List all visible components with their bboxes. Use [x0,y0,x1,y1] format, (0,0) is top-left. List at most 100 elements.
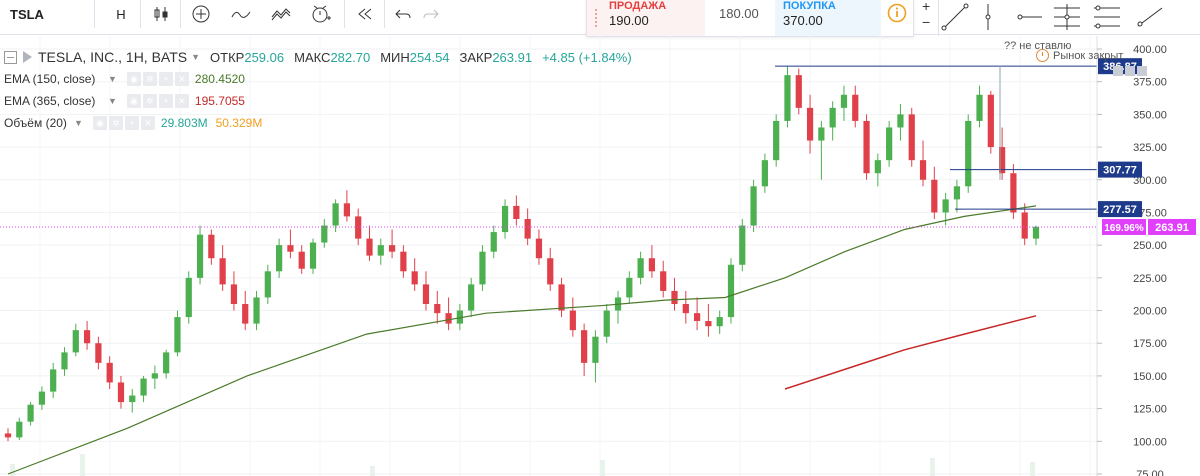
buy-label: ПОКУПКА [783,0,836,12]
templates-icon[interactable] [266,0,296,28]
ema365-legend: EMA (365, close) ▼ ◉ ✲ + ✕ 195.7055 [4,92,245,110]
y-tick-label: 325.00 [1133,142,1167,154]
candle-body [106,362,113,383]
series-title[interactable]: TESLA, INC., 1H, BATS [38,49,188,65]
symbol-search-button[interactable]: TSLA [10,6,44,22]
candle-body [716,317,723,327]
sell-button[interactable]: ПРОДАЖА 190.00 [587,0,705,36]
candle-body [547,258,554,285]
ema365-label[interactable]: EMA (365, close) [4,94,96,108]
candle-body [999,147,1006,174]
add-indicator-icon[interactable] [186,0,216,28]
collapse-legend-icon[interactable] [4,50,17,64]
trend-line-icon[interactable] [941,3,969,31]
chart-legend: TESLA, INC., 1H, BATS ▼ ОТКР 259.06 МАКС… [0,48,760,138]
gear-icon[interactable]: ✲ [142,94,157,108]
candle-body [637,258,644,278]
candles-icon[interactable] [146,0,176,28]
horizontal-line-price-tag [1098,161,1142,178]
candle-body [524,219,531,239]
volume-bar [370,466,375,476]
candle-body [1021,212,1028,239]
candle-body [987,94,994,148]
candle-body [931,179,938,213]
plus-icon[interactable]: + [158,72,173,86]
compare-icon[interactable] [226,0,256,28]
ema150-label[interactable]: EMA (150, close) [4,72,96,86]
zoom-out-icon[interactable]: − [922,14,931,30]
percent-label: 169.96% [1104,223,1144,234]
interval-button[interactable]: H [116,6,126,22]
y-tick-label: 375.00 [1133,77,1167,89]
plus-icon[interactable]: + [124,116,139,130]
open-value: 259.06 [244,49,285,65]
toolbar-divider [140,0,141,28]
candle-body [908,114,915,161]
price-chart[interactable]: 75.00 100.00 125.00 150.00 175.00 200.00 225.0… [0,36,1200,476]
eye-icon[interactable]: ◉ [126,72,141,86]
candle-body [852,94,859,121]
volume-legend: Объём (20) ▼ ◉ ✲ + ✕ 29.803M 50.329M [4,114,262,132]
candle-body [445,313,452,324]
horizontal-line-price-label: 277.57 [1103,204,1137,216]
close-icon[interactable]: ✕ [174,94,189,108]
main-series-legend: TESLA, INC., 1H, BATS ▼ ОТКР 259.06 МАКС… [4,48,632,66]
candle-body [727,264,735,318]
candle-body [773,120,780,161]
horizontal-ray-icon[interactable] [1017,14,1042,20]
candle-body [897,114,904,128]
ray-icon[interactable] [1137,7,1163,27]
chevron-down-icon[interactable]: ▼ [108,96,117,106]
candle-body [558,284,565,311]
y-tick-label: 350.00 [1133,109,1167,121]
scale-icon[interactable] [1113,66,1123,76]
redo-icon[interactable] [416,0,446,28]
y-tick-label: 225.00 [1133,273,1167,285]
ema365-value: 195.7055 [194,94,245,108]
buy-button[interactable]: ПОКУПКА 370.00 [775,0,881,36]
fib-retracement-icon[interactable] [1054,4,1080,30]
gear-icon[interactable]: ✲ [142,72,157,86]
candle-body [117,382,125,403]
volume-bar [930,458,935,476]
volume-label[interactable]: Объём (20) [4,116,67,130]
ema150-line [7,205,1037,475]
eye-icon[interactable]: ◉ [126,94,141,108]
gear-icon[interactable]: ✲ [108,116,123,130]
close-icon[interactable]: ✕ [174,72,189,86]
candle-body [863,120,870,174]
zoom-in-icon[interactable]: + [922,0,931,14]
candle-body [671,290,678,304]
candle-body [276,245,283,272]
info-icon [887,3,907,23]
toolbar-divider [344,0,345,28]
eye-icon[interactable]: ◉ [92,116,107,130]
horizontal-line-price-label: 307.77 [1103,165,1137,177]
replay-icon[interactable] [350,0,380,28]
trade-info-button[interactable] [881,0,913,36]
undo-icon[interactable] [388,0,418,28]
chevron-down-icon[interactable]: ▼ [108,74,117,84]
volume-value-2: 50.329M [215,116,263,130]
y-tick-label: 300.00 [1133,175,1167,187]
pitchfork-icon[interactable] [1094,5,1120,29]
price-axis[interactable] [1097,36,1200,476]
close-icon[interactable]: ✕ [140,116,155,130]
chevron-down-icon[interactable]: ▼ [74,118,83,128]
candle-body [287,245,294,252]
plus-icon[interactable]: + [158,94,173,108]
toolbar-divider [180,0,181,28]
chevron-down-icon[interactable]: ▼ [191,52,201,62]
scale-icon[interactable] [1125,66,1135,76]
alert-icon[interactable] [306,0,336,28]
scale-icon[interactable] [1137,66,1147,76]
spread-value: 180.00 [719,6,759,21]
candle-body [468,284,475,311]
candle-body [874,160,881,174]
candle-body [174,317,181,353]
vertical-line-icon[interactable] [985,4,991,30]
candle-body [761,160,768,187]
price-axis-ticks: 75.00 100.00 125.00 150.00 175.00 200.00 225.0… [1097,44,1167,476]
candle-body [682,304,689,314]
candle-body [965,120,972,187]
